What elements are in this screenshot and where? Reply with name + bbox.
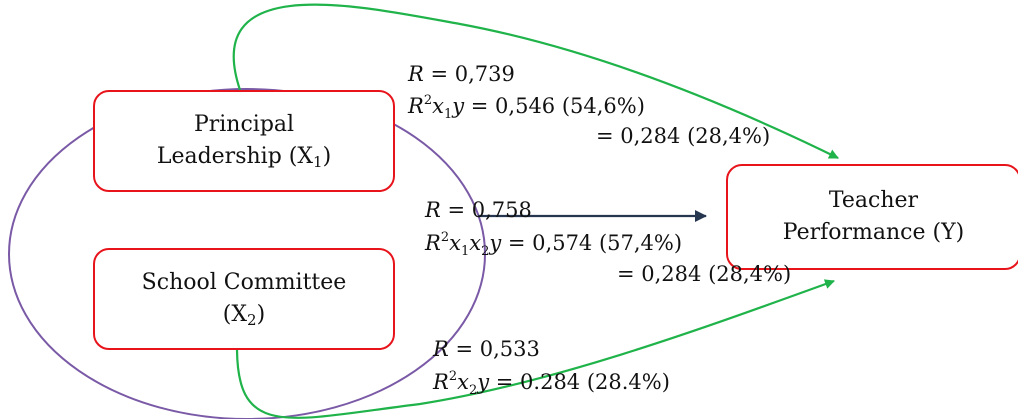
combined-ellipse	[8, 88, 486, 419]
school-committee-close: )	[256, 301, 266, 327]
combined-r2-value: = 0,574 (57,4%)	[507, 231, 683, 255]
principal-leadership-text: Leadership (X	[156, 143, 314, 169]
school-committee-line1: School Committee	[141, 269, 347, 295]
principal-leadership-close: )	[322, 143, 332, 169]
x1-r-value: = 0,739	[430, 62, 515, 86]
teacher-performance-box: Teacher Performance (Y)	[726, 164, 1018, 270]
x1-r2-label: R2x1y = 0,546 (54,6%)	[408, 93, 645, 122]
teacher-performance-line1: Teacher	[828, 188, 919, 214]
teacher-performance-line2: Performance (Y)	[782, 220, 965, 245]
principal-leadership-line2: Leadership (X1)	[157, 141, 331, 174]
school-committee-subscript: 2	[247, 310, 257, 329]
x2-r-value: = 0,533	[455, 337, 540, 361]
principal-leadership-box: Principal Leadership (X1)	[93, 90, 395, 192]
school-committee-open: (X	[222, 301, 248, 327]
principal-leadership-line1: Principal	[193, 111, 295, 137]
x2-r-label: R = 0,533	[433, 337, 540, 361]
combined-r-value: = 0,758	[447, 198, 532, 222]
x2-r2-value: = 0.284 (28.4%)	[495, 370, 670, 394]
x1-r-label: R = 0,739	[408, 62, 515, 86]
combined-r2-label: R2x1x2y = 0,574 (57,4%)	[425, 230, 683, 259]
principal-leadership-subscript: 1	[313, 152, 323, 171]
arrow-x1-to-y	[232, 3, 839, 159]
school-committee-line2: (X2)	[223, 299, 265, 332]
x1-contribution: = 0,284 (28,4%)	[596, 124, 771, 148]
school-committee-box: School Committee (X2)	[93, 248, 395, 350]
x2-r2-label: R2x2y = 0.284 (28.4%)	[433, 369, 670, 398]
x1-r2-value: = 0,546 (54,6%)	[470, 94, 645, 118]
arrow-x2-to-y	[235, 279, 835, 419]
combined-r-label: R = 0,758	[425, 198, 532, 222]
combined-contribution: = 0,284 (28,4%)	[617, 262, 792, 286]
